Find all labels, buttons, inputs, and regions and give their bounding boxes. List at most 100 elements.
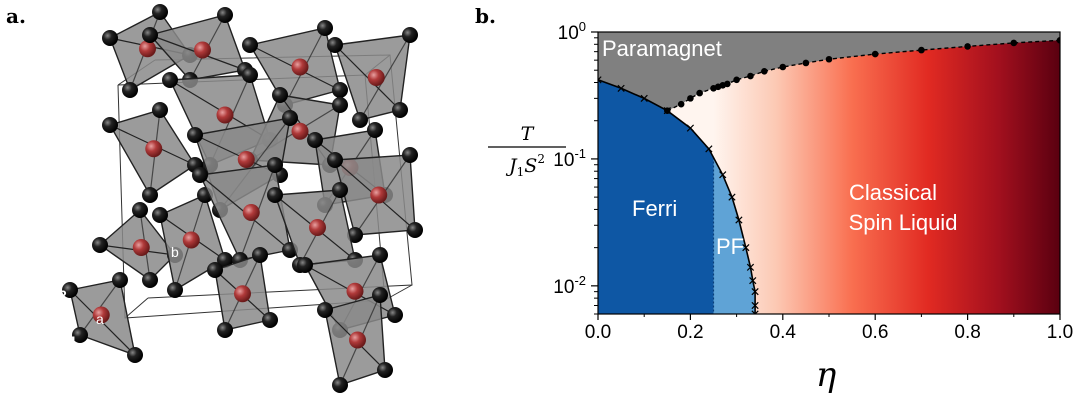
anion-atom — [367, 122, 383, 138]
anion-atom — [372, 287, 388, 303]
anion-atom — [327, 152, 343, 168]
label-csl-line1: Classical — [849, 180, 937, 205]
anion-atom — [297, 257, 313, 273]
anion-atom — [272, 87, 288, 103]
atom-label-1: 1 — [134, 277, 142, 293]
crossover-dot-marker — [964, 43, 971, 50]
cation-atom — [370, 186, 388, 204]
panel-a-label: a. — [6, 4, 26, 28]
cation-atom — [92, 306, 110, 324]
cation-atom — [242, 204, 260, 221]
anion-atom — [152, 4, 168, 20]
crossover-dot-marker — [719, 82, 727, 89]
boundary-cross-marker — [598, 76, 602, 84]
crossover-dot-marker — [664, 107, 671, 114]
anion-atom — [187, 127, 203, 143]
boundary-cross-marker — [742, 244, 750, 252]
x-tick-label: 1.0 — [1047, 322, 1073, 343]
anion-atom — [132, 202, 148, 218]
cation-atom — [346, 282, 364, 300]
anion-atom — [332, 377, 348, 393]
region-ferri — [598, 79, 756, 314]
plot-frame — [597, 31, 1061, 315]
anion-atom — [317, 302, 333, 318]
anion-atom — [62, 282, 78, 298]
region-paramagnet — [598, 32, 1060, 111]
crossover-dot-marker — [714, 83, 722, 91]
anion-atom — [317, 20, 333, 36]
boundary-cross-marker — [749, 276, 757, 285]
anion-atom — [242, 67, 258, 83]
anion-atom — [402, 27, 418, 43]
anion-atom — [112, 272, 128, 288]
y-tick-label: 10-2 — [553, 273, 586, 298]
anion-atom — [377, 362, 393, 378]
anion-atom — [387, 307, 403, 323]
boundary-cross-marker — [686, 124, 695, 132]
boundary-cross-marker — [705, 145, 713, 153]
atom-labels: a b 1 2 3 4 — [59, 244, 179, 370]
crossover-dot-marker — [918, 46, 925, 54]
x-axis-label: η — [816, 355, 837, 395]
crossover-dot-marker — [779, 63, 787, 71]
atom-label-b: b — [171, 244, 179, 260]
tetrahedron — [62, 272, 143, 363]
anion-atom — [72, 327, 88, 343]
tetrahedron — [317, 287, 393, 393]
anion-atom — [267, 187, 283, 203]
label-ferri: Ferri — [632, 196, 677, 221]
anion-atom — [192, 167, 208, 183]
paramagnet-crossover-line — [667, 39, 1060, 112]
y-tick-label: 10-1 — [553, 146, 586, 171]
x-tick-label: 0.0 — [585, 322, 611, 343]
tetrahedron — [207, 247, 278, 338]
anion-atom — [332, 182, 348, 198]
cation-atom — [367, 69, 385, 86]
cation-atom — [234, 285, 251, 303]
crossover-dot-marker — [724, 80, 731, 88]
crossover-dot-marker — [761, 68, 768, 75]
anion-atom — [252, 247, 268, 263]
anion-atom — [92, 237, 108, 253]
anion-atom — [152, 102, 168, 118]
anion-atom — [217, 7, 233, 23]
tetrahedron — [242, 20, 348, 113]
label-pf: PF — [716, 234, 744, 259]
anion-atom — [217, 322, 233, 338]
panel-b-label: b. — [475, 4, 496, 28]
x-tick-label: 0.4 — [770, 322, 797, 343]
anion-atom — [142, 187, 158, 203]
crossover-dot-marker — [1010, 39, 1018, 47]
label-csl-line2: Spin Liquid — [849, 210, 958, 235]
atom-label-4: 4 — [68, 333, 76, 349]
anion-atom — [282, 110, 298, 126]
crossover-dot-marker — [802, 59, 810, 67]
anion-atom — [207, 262, 223, 278]
boundary-cross-marker — [728, 193, 736, 201]
boundary-cross-marker — [751, 301, 759, 310]
label-paramagnet: Paramagnet — [602, 36, 722, 61]
boundary-cross-marker — [751, 310, 759, 314]
crossover-dot-marker — [733, 76, 740, 84]
x-tick-label: 0.8 — [954, 322, 980, 343]
tetrahedra-group — [62, 4, 423, 393]
svg-text:J1S2: J1S2 — [505, 152, 545, 179]
tetrahedron — [327, 147, 423, 243]
y-tick-label: 100 — [558, 19, 586, 44]
cation-atom — [349, 331, 366, 349]
anion-atom — [102, 30, 118, 46]
cation-atom — [237, 151, 255, 168]
anion-atom — [122, 82, 138, 98]
region-pf — [713, 157, 756, 314]
anion-atom — [407, 222, 423, 238]
region-classical-spin-liquid — [598, 32, 1060, 314]
cation-atom — [194, 41, 211, 59]
boundary-cross-marker — [735, 216, 743, 224]
cation-atom — [216, 106, 234, 124]
atom-label-a: a — [96, 311, 104, 327]
svg-text:T: T — [521, 123, 535, 145]
anion-atom — [327, 37, 343, 53]
crossover-dot-marker — [1056, 37, 1060, 44]
boundary-cross-marker — [751, 288, 759, 296]
cation-atom — [139, 40, 156, 58]
